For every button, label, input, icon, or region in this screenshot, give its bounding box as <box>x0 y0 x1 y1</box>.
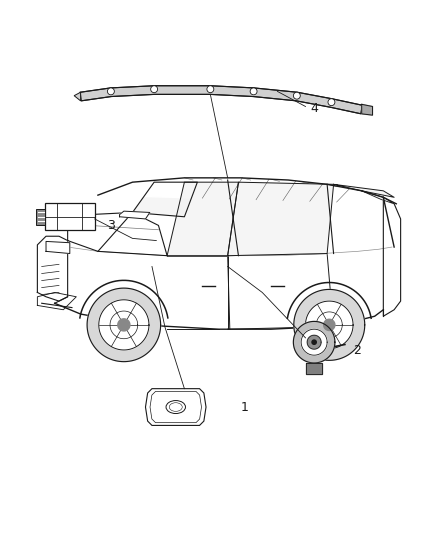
Circle shape <box>328 99 335 106</box>
Text: 2: 2 <box>353 344 361 357</box>
Polygon shape <box>334 184 394 197</box>
Polygon shape <box>362 191 394 204</box>
Polygon shape <box>98 178 396 204</box>
Polygon shape <box>99 300 149 350</box>
Polygon shape <box>87 288 161 361</box>
Polygon shape <box>37 293 76 310</box>
Polygon shape <box>301 329 327 355</box>
Polygon shape <box>312 340 316 344</box>
Circle shape <box>250 88 257 95</box>
Polygon shape <box>383 197 401 316</box>
Polygon shape <box>120 211 150 219</box>
Polygon shape <box>307 335 321 349</box>
Bar <box>45 204 95 230</box>
Polygon shape <box>324 319 335 330</box>
Circle shape <box>107 88 114 95</box>
Polygon shape <box>145 389 206 425</box>
Polygon shape <box>293 321 335 363</box>
Polygon shape <box>37 236 67 301</box>
Polygon shape <box>362 104 372 115</box>
Polygon shape <box>294 289 365 360</box>
Text: 1: 1 <box>241 400 249 414</box>
Text: 3: 3 <box>107 219 115 232</box>
Polygon shape <box>167 182 238 256</box>
Ellipse shape <box>166 401 185 414</box>
Polygon shape <box>74 92 81 101</box>
Polygon shape <box>118 319 130 331</box>
Polygon shape <box>80 86 362 114</box>
Polygon shape <box>67 213 167 256</box>
Polygon shape <box>305 301 353 349</box>
Bar <box>36 209 45 225</box>
Polygon shape <box>133 182 198 217</box>
Text: 4: 4 <box>310 102 318 115</box>
Polygon shape <box>228 182 334 256</box>
Ellipse shape <box>169 403 182 411</box>
Polygon shape <box>306 363 322 374</box>
Circle shape <box>293 92 300 99</box>
Circle shape <box>207 86 214 93</box>
Polygon shape <box>46 241 70 254</box>
Circle shape <box>151 86 158 93</box>
